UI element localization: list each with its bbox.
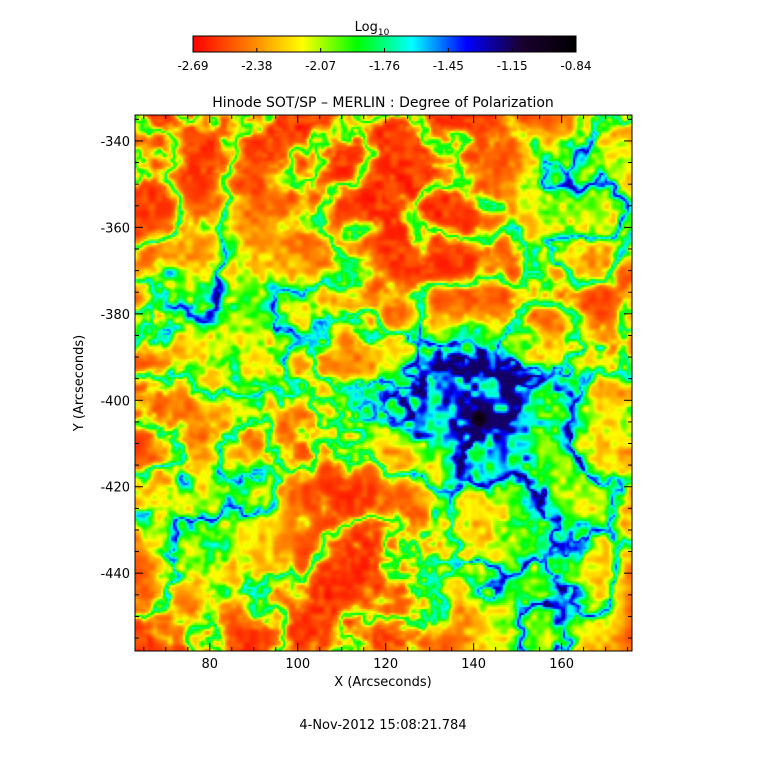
heatmap-image — [135, 115, 632, 651]
colorbar-ticks: -2.69 -2.38 -2.07 -1.76 -1.45 -1.15 -0.84 — [177, 48, 592, 73]
x-tick-label: 100 — [285, 657, 310, 672]
heatmap-container — [135, 115, 632, 651]
y-tick-label: -400 — [100, 394, 130, 409]
colorbar-label-subscript: 10 — [378, 28, 390, 38]
colorbar-tick-label: -2.69 — [177, 59, 208, 73]
x-axis: 80 100 120 140 160 — [143, 115, 629, 672]
y-tick-label: -420 — [100, 481, 130, 496]
colorbar-tick-label: -1.15 — [497, 59, 528, 73]
chart-title: Hinode SOT/SP – MERLIN : Degree of Polar… — [212, 95, 554, 111]
x-tick-label: 140 — [461, 657, 486, 672]
y-tick-label: -340 — [100, 135, 130, 150]
colorbar: Log10 -2.69 -2.38 -2.07 -1.76 -1.45 -1.15 -0.8… — [177, 20, 591, 73]
y-tick-label: -360 — [100, 221, 130, 236]
y-axis-label: Y (Arcseconds) — [72, 335, 87, 432]
x-tick-label: 120 — [373, 657, 398, 672]
y-axis: -340 -360 -380 -400 -420 -440 — [100, 118, 632, 639]
plot-area: 80 100 120 140 160 -340 -360 -380 -400 -420 -440 — [100, 114, 633, 672]
colorbar-tick-label: -2.07 — [305, 59, 336, 73]
y-tick-label: -380 — [100, 308, 130, 323]
x-axis-label: X (Arcseconds) — [334, 675, 431, 690]
x-tick-label: 80 — [201, 657, 218, 672]
x-tick-label: 160 — [549, 657, 574, 672]
plot-frame — [134, 114, 633, 652]
y-tick-label: -440 — [100, 567, 130, 582]
colorbar-tick-label: -1.76 — [369, 59, 400, 73]
colorbar-tick-label: -0.84 — [560, 59, 591, 73]
colorbar-label-base: Log — [355, 20, 378, 35]
timestamp-footer: 4-Nov-2012 15:08:21.784 — [299, 718, 466, 733]
colorbar-tick-label: -1.45 — [433, 59, 464, 73]
colorbar-label: Log10 — [355, 20, 390, 38]
colorbar-tick-label: -2.38 — [241, 59, 272, 73]
